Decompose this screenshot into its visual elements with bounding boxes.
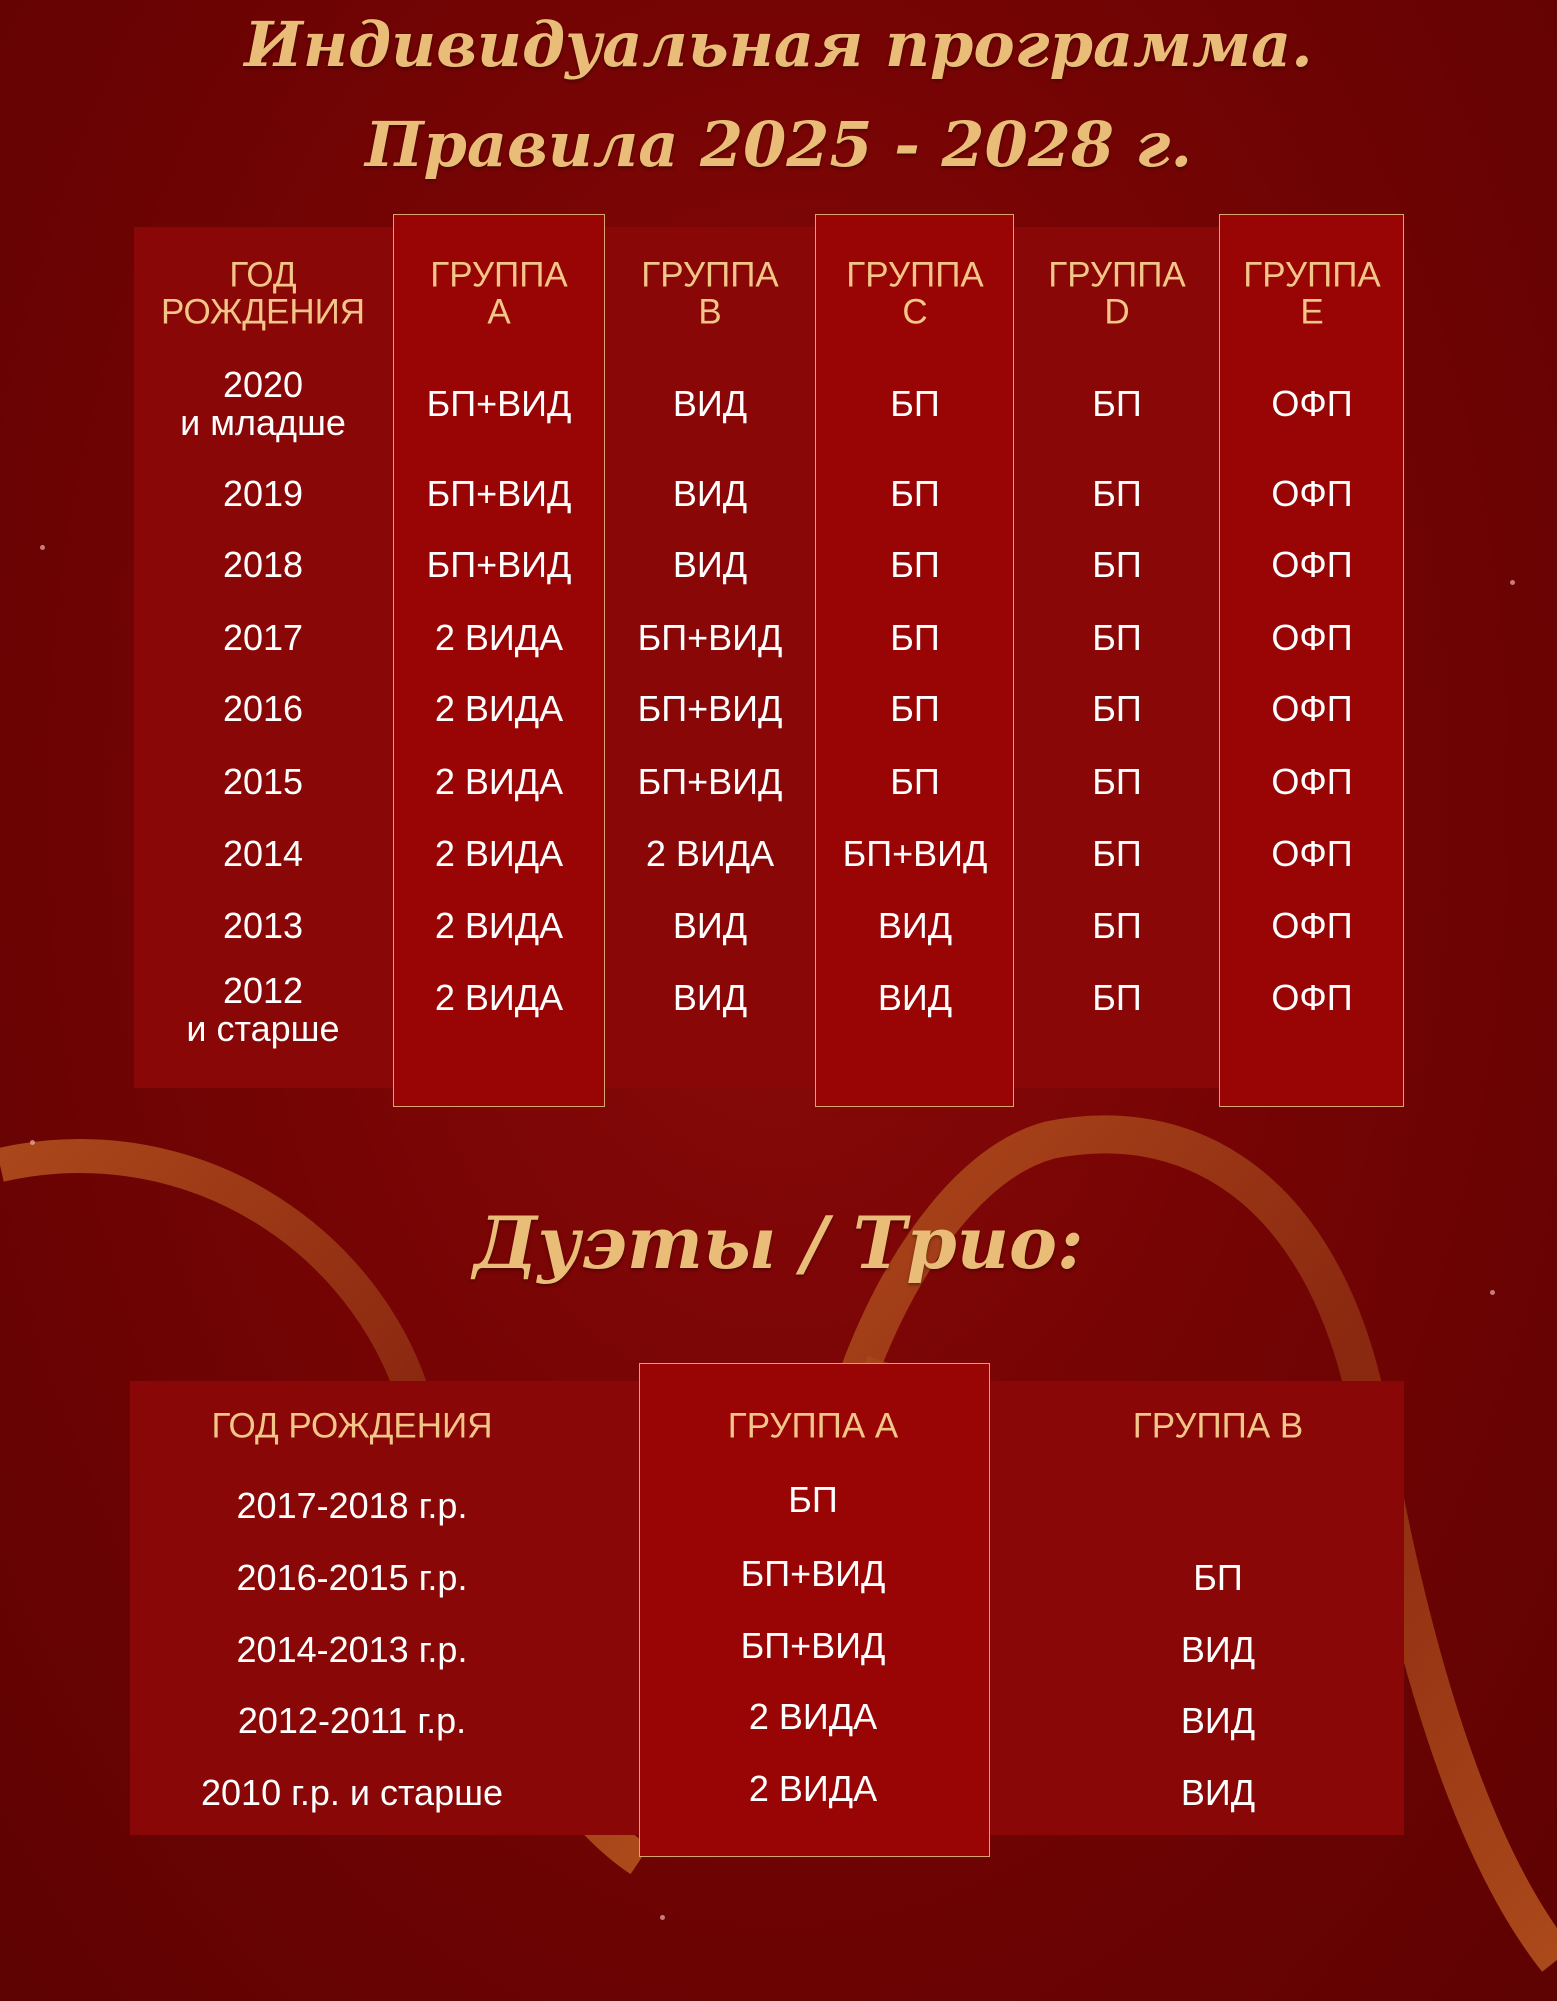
birth-year-cell: 2017-2018 г.р. bbox=[236, 1485, 468, 1527]
column-header: ГРУППА B bbox=[1132, 1406, 1304, 1446]
table-cell: ОФП bbox=[1271, 905, 1353, 947]
group-a-column-highlight bbox=[393, 214, 605, 1107]
table-cell: ОФП bbox=[1271, 544, 1353, 586]
birth-year-cell: 2019 bbox=[222, 473, 304, 515]
birth-year-cell: 2016 bbox=[222, 688, 304, 730]
table-cell: БП bbox=[890, 617, 940, 659]
column-header: ГОД РОЖДЕНИЯ bbox=[211, 1406, 493, 1446]
table-cell: БП bbox=[1092, 977, 1142, 1019]
duets-title: Дуэты / Трио: bbox=[473, 1200, 1084, 1285]
table-cell: ОФП bbox=[1271, 383, 1353, 425]
birth-year-cell: 2012 и старше bbox=[186, 970, 340, 1049]
table-cell: 2 ВИДА bbox=[748, 1696, 878, 1738]
column-header: ГРУППА B bbox=[641, 255, 779, 331]
birth-year-cell: 2017 bbox=[222, 617, 304, 659]
page-subtitle: Правила 2025 - 2028 г. bbox=[364, 108, 1193, 181]
group-c-column-highlight bbox=[815, 214, 1014, 1107]
table-cell: ВИД bbox=[672, 383, 748, 425]
table-cell: 2 ВИДА bbox=[434, 977, 564, 1019]
table-cell: БП+ВИД bbox=[637, 617, 783, 659]
table-cell: ВИД bbox=[672, 977, 748, 1019]
table-cell: БП bbox=[1092, 383, 1142, 425]
table-cell: БП+ВИД bbox=[426, 383, 572, 425]
table-cell: ВИД bbox=[1180, 1629, 1256, 1671]
table-cell: ОФП bbox=[1271, 833, 1353, 875]
table-cell: ОФП bbox=[1271, 977, 1353, 1019]
table-cell: 2 ВИДА bbox=[434, 688, 564, 730]
table-cell: БП+ВИД bbox=[637, 761, 783, 803]
table-cell: ВИД bbox=[672, 905, 748, 947]
table-cell: БП bbox=[890, 544, 940, 586]
table-cell: БП bbox=[1092, 688, 1142, 730]
birth-year-cell: 2015 bbox=[222, 761, 304, 803]
table-cell: БП bbox=[1092, 473, 1142, 515]
table-cell: 2 ВИДА bbox=[645, 833, 775, 875]
table-cell: БП bbox=[1193, 1557, 1243, 1599]
column-header: ГРУППА C bbox=[846, 255, 984, 331]
birth-year-cell: 2020 и младше bbox=[180, 364, 346, 443]
table-cell: ОФП bbox=[1271, 761, 1353, 803]
group-a-column-highlight bbox=[639, 1363, 990, 1857]
column-header: ГОД РОЖДЕНИЯ bbox=[160, 255, 366, 331]
table-cell: БП bbox=[1092, 905, 1142, 947]
table-cell: ВИД bbox=[877, 977, 953, 1019]
table-cell: ВИД bbox=[1180, 1700, 1256, 1742]
table-cell: ОФП bbox=[1271, 473, 1353, 515]
table-cell: БП bbox=[1092, 833, 1142, 875]
table-cell: БП+ВИД bbox=[426, 473, 572, 515]
group-e-column-highlight bbox=[1219, 214, 1404, 1107]
table-panel bbox=[134, 227, 1404, 1088]
column-header: ГРУППА A bbox=[430, 255, 568, 331]
table-cell: 2 ВИДА bbox=[434, 905, 564, 947]
birth-year-cell: 2018 bbox=[222, 544, 304, 586]
table-cell: БП bbox=[890, 761, 940, 803]
table-cell: БП bbox=[1092, 544, 1142, 586]
table-cell: БП+ВИД bbox=[637, 688, 783, 730]
table-cell: 2 ВИДА bbox=[434, 761, 564, 803]
page-title: Индивидуальная программа. bbox=[244, 8, 1313, 81]
table-cell: БП bbox=[890, 688, 940, 730]
birth-year-cell: 2012-2011 г.р. bbox=[237, 1700, 467, 1742]
table-cell: БП bbox=[1092, 761, 1142, 803]
table-cell: ВИД bbox=[672, 544, 748, 586]
table-cell: БП+ВИД bbox=[740, 1625, 886, 1667]
birth-year-cell: 2014-2013 г.р. bbox=[236, 1629, 468, 1671]
table-cell: ОФП bbox=[1271, 617, 1353, 659]
column-header: ГРУППА A bbox=[727, 1406, 899, 1446]
table-cell: БП bbox=[890, 383, 940, 425]
table-cell: 2 ВИДА bbox=[748, 1768, 878, 1810]
table-cell: 2 ВИДА bbox=[434, 833, 564, 875]
table-cell: ВИД bbox=[672, 473, 748, 515]
table-cell: БП+ВИД bbox=[842, 833, 988, 875]
table-cell: ВИД bbox=[1180, 1772, 1256, 1814]
birth-year-cell: 2013 bbox=[222, 905, 304, 947]
table-cell: БП bbox=[1092, 617, 1142, 659]
table-cell: БП bbox=[890, 473, 940, 515]
column-header: ГРУППА E bbox=[1243, 255, 1381, 331]
table-cell: ОФП bbox=[1271, 688, 1353, 730]
birth-year-cell: 2014 bbox=[222, 833, 304, 875]
table-cell: 2 ВИДА bbox=[434, 617, 564, 659]
table-cell: БП+ВИД bbox=[740, 1553, 886, 1595]
table-cell: БП bbox=[788, 1479, 838, 1521]
column-header: ГРУППА D bbox=[1048, 255, 1186, 331]
birth-year-cell: 2016-2015 г.р. bbox=[236, 1557, 468, 1599]
table-cell: БП+ВИД bbox=[426, 544, 572, 586]
birth-year-cell: 2010 г.р. и старше bbox=[201, 1772, 503, 1814]
table-cell: ВИД bbox=[877, 905, 953, 947]
